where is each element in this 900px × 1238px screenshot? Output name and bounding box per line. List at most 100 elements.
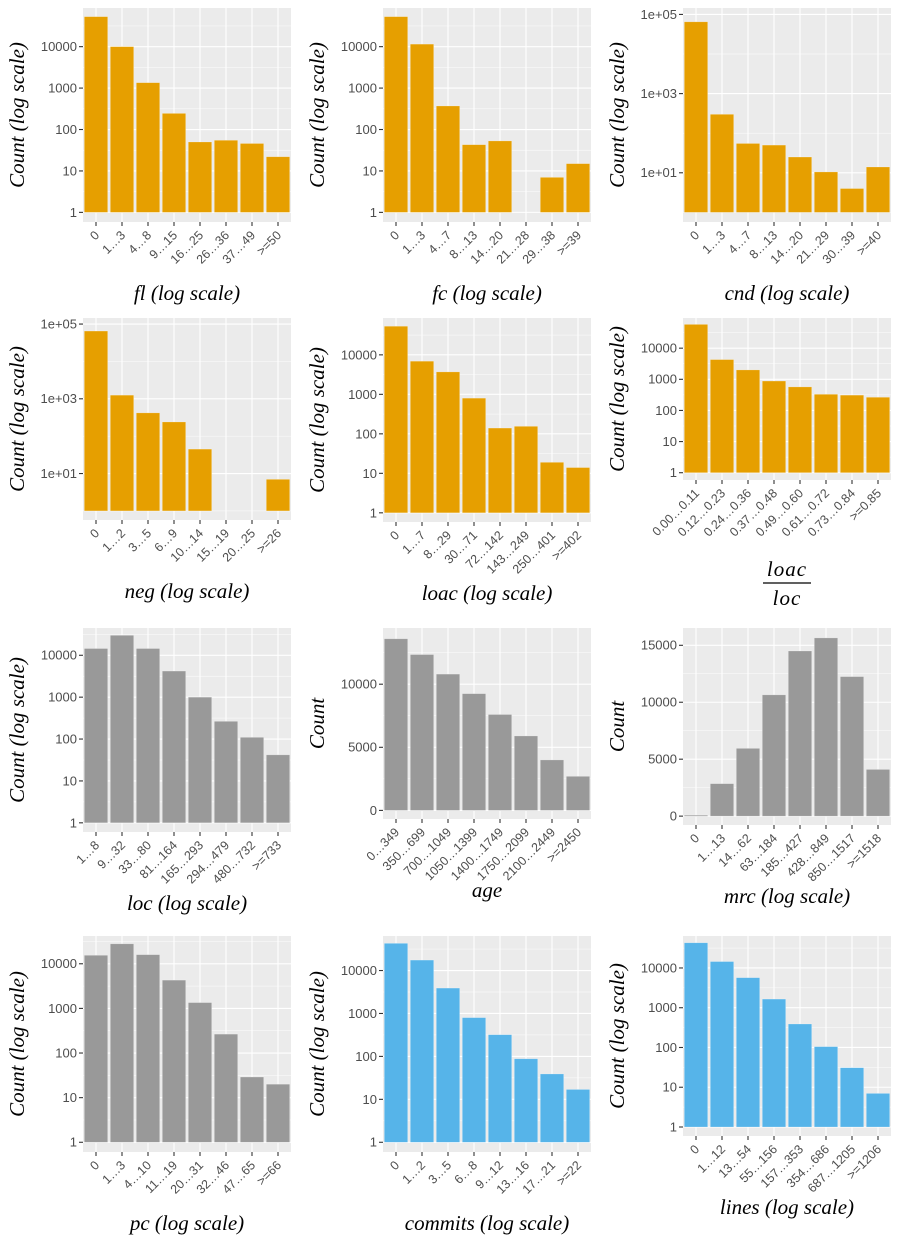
bar--=22 <box>565 1089 590 1143</box>
x-tick-label: 1…2 <box>100 526 129 555</box>
histogram-panel-commits: 11010010001000001…23…56…89…1213…1617…21>… <box>305 936 591 1235</box>
bar-26-36 <box>214 139 239 213</box>
bar-350-699 <box>410 654 435 811</box>
bar-0-61-0-72 <box>814 393 839 474</box>
y-tick-label: 1e+05 <box>640 7 677 22</box>
y-axis-title: Count <box>305 697 329 750</box>
x-tick-label: >=50 <box>254 228 284 258</box>
y-tick-label: 5000 <box>348 740 377 755</box>
y-tick-label: 10000 <box>341 39 377 54</box>
y-axis-title: Count (log scale) <box>605 963 629 1109</box>
y-tick-label: 1000 <box>348 81 377 96</box>
histogram-panel-fc: 11010010001000001…34…78…1314…2021…2829…3… <box>305 8 591 305</box>
bar-687-1205 <box>840 1067 865 1128</box>
x-tick-label: 0 <box>687 228 702 243</box>
bar-0-12-0-23 <box>710 359 735 474</box>
x-tick-label: 0 <box>87 228 102 243</box>
y-tick-label: 1 <box>370 505 377 520</box>
y-axis-title: Count (log scale) <box>305 42 329 188</box>
x-axis-title: lines (log scale) <box>720 1195 854 1219</box>
bar-6-8 <box>462 1017 487 1143</box>
bar--=402 <box>565 467 590 514</box>
bar-13-54 <box>736 977 761 1128</box>
bar-165-293 <box>188 696 213 824</box>
bar-9-32 <box>110 634 135 824</box>
x-tick-label: 3…5 <box>126 526 155 555</box>
bar-55-156 <box>762 998 787 1128</box>
y-tick-label: 1 <box>370 1135 377 1150</box>
bar-0 <box>384 943 409 1143</box>
y-axis-title: Count (log scale) <box>605 326 629 472</box>
bar-63-184 <box>762 694 787 817</box>
bar-0-73-0-84 <box>840 394 865 474</box>
bar-1750-2099 <box>514 735 539 811</box>
bar-11-19 <box>162 979 187 1143</box>
bar-8-13 <box>462 144 487 213</box>
bar-0-24-0-36 <box>736 369 761 474</box>
x-tick-label: >=402 <box>549 528 584 563</box>
histogram-panel-loc: 1101001000100001…89…3233…8081…164165…293… <box>5 628 291 915</box>
bar--=26 <box>265 479 290 512</box>
bar-47-65 <box>240 1076 265 1143</box>
y-tick-label: 100 <box>55 122 77 137</box>
bar--=1518 <box>865 769 890 817</box>
bar-9-12 <box>488 1034 513 1143</box>
x-axis-title: commits (log scale) <box>405 1211 569 1235</box>
bar--=2450 <box>565 776 590 811</box>
bar-30-39 <box>840 188 865 213</box>
histogram-panel-mrc: 05000100001500001…1314…6263…184185…42742… <box>605 628 891 908</box>
y-tick-label: 0 <box>670 809 677 824</box>
bar-37-49 <box>240 143 265 213</box>
bar-1-3 <box>410 43 435 213</box>
y-tick-label: 1e+01 <box>640 165 677 180</box>
y-tick-label: 1 <box>370 205 377 220</box>
x-axis-title: cnd (log scale) <box>725 281 850 305</box>
x-tick-label: 0 <box>387 1158 402 1173</box>
histogram-panel-cnd: 1e+011e+031e+0501…34…78…1314…2021…2930…3… <box>605 7 891 305</box>
x-axis-title: pc (log scale) <box>128 1211 244 1235</box>
y-tick-label: 1000 <box>648 1000 677 1015</box>
bar-4-7 <box>436 105 461 213</box>
bar-1-3 <box>710 114 735 213</box>
bar-0-00-0-11 <box>684 324 709 474</box>
x-tick-label: 0 <box>87 1158 102 1173</box>
bar-8-13 <box>762 144 787 213</box>
y-tick-label: 100 <box>55 1045 77 1060</box>
y-tick-label: 1000 <box>348 1006 377 1021</box>
x-tick-label: >=40 <box>854 228 884 258</box>
bar-0-349 <box>384 638 409 811</box>
bar-29-38 <box>540 177 565 213</box>
x-axis-title: loc (log scale) <box>127 891 247 915</box>
y-tick-label: 100 <box>355 426 377 441</box>
bar-4-7 <box>736 143 761 213</box>
bar-2100-2449 <box>540 759 565 811</box>
bar-480-732 <box>240 737 265 824</box>
y-tick-label: 10 <box>63 163 77 178</box>
y-tick-label: 1000 <box>48 81 77 96</box>
bar-250-401 <box>540 462 565 514</box>
y-axis-title: Count (log scale) <box>5 971 29 1117</box>
y-tick-label: 10 <box>63 773 77 788</box>
y-tick-label: 10 <box>63 1090 77 1105</box>
y-tick-label: 1e+03 <box>640 86 677 101</box>
bar-1050-1399 <box>462 693 487 811</box>
bar-14-20 <box>488 140 513 213</box>
x-axis-title: mrc (log scale) <box>724 884 850 908</box>
bar-17-21 <box>540 1073 565 1143</box>
bar-33-80 <box>136 648 161 824</box>
bar-3-5 <box>136 412 161 512</box>
histogram-panel-loac: 11010010001000001…78…2930…7172…142143…24… <box>305 318 591 605</box>
bar-0 <box>384 325 409 514</box>
bar-700-1049 <box>436 673 461 811</box>
bar-1-3 <box>110 46 135 213</box>
bar-0 <box>84 954 109 1143</box>
y-axis-title: Count (log scale) <box>5 657 29 803</box>
x-axis-title: neg (log scale) <box>125 579 250 603</box>
bar-14-62 <box>736 748 761 817</box>
y-axis-title: Count (log scale) <box>305 971 329 1117</box>
y-tick-label: 100 <box>355 1049 377 1064</box>
bar-0 <box>684 942 709 1128</box>
y-axis-title: Count (log scale) <box>5 346 29 492</box>
bar-354-686 <box>814 1046 839 1128</box>
y-tick-label: 0 <box>370 803 377 818</box>
